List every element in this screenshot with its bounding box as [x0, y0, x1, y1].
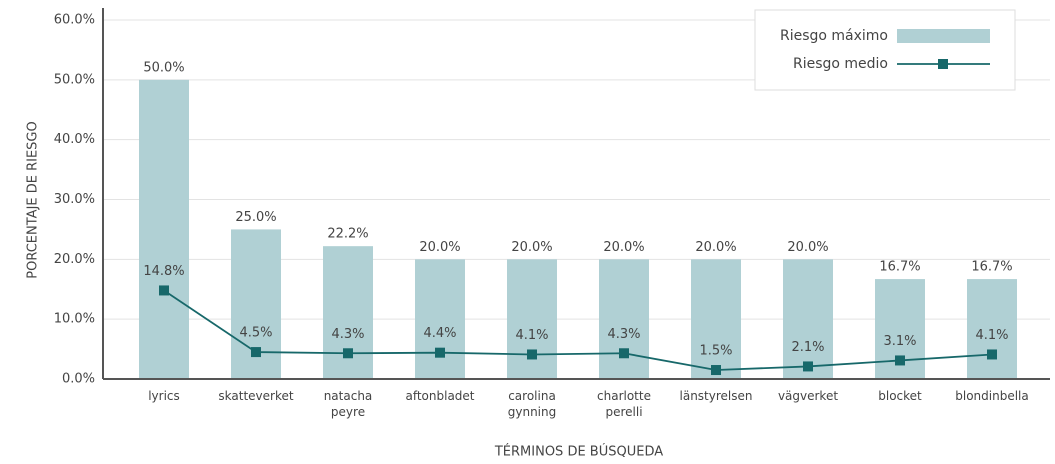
- line-marker: [895, 355, 905, 366]
- bar: [139, 79, 189, 379]
- bar: [783, 259, 833, 379]
- bar: [507, 259, 557, 379]
- line-value-label: 1.5%: [699, 344, 732, 359]
- line-value-label: 4.3%: [607, 327, 640, 342]
- bar-value-label: 16.7%: [971, 260, 1012, 275]
- line: [163, 289, 993, 371]
- bar-value-label: 20.0%: [511, 240, 552, 255]
- y-tick-label: 50.0%: [54, 72, 95, 87]
- line-value-label: 4.5%: [239, 326, 272, 341]
- bar: [691, 259, 741, 379]
- x-axis-label: TÉRMINOS DE BÚSQUEDA: [494, 444, 663, 460]
- y-tick-label: 10.0%: [54, 312, 95, 327]
- line-value-label: 2.1%: [791, 340, 824, 355]
- line-marker: [527, 349, 537, 360]
- bar: [599, 259, 649, 379]
- x-tick-label: natacha peyre: [323, 389, 373, 419]
- bar-value-label: 25.0%: [235, 210, 276, 225]
- legend-swatch: [897, 29, 990, 43]
- bar-value-label: 22.2%: [327, 227, 368, 242]
- bar-value-label: 20.0%: [695, 240, 736, 255]
- x-tick-label: blondinbella: [955, 389, 1029, 403]
- x-tick-label: skatteverket: [218, 389, 294, 403]
- line-value-label: 3.1%: [883, 334, 916, 349]
- bar-value-label: 20.0%: [787, 240, 828, 255]
- legend-marker: [938, 59, 948, 69]
- bar-value-label: 50.0%: [143, 60, 184, 75]
- legend-label: Riesgo medio: [793, 56, 888, 72]
- line-value-label: 4.3%: [331, 327, 364, 342]
- legend-box: [754, 9, 1016, 91]
- y-tick-label: 20.0%: [54, 252, 95, 267]
- y-tick-label: 40.0%: [54, 132, 95, 147]
- bar-value-label: 16.7%: [879, 260, 920, 275]
- y-tick-label: 60.0%: [54, 13, 95, 28]
- x-tick-label: aftonbladet: [405, 389, 475, 403]
- bar-value-label: 20.0%: [419, 240, 460, 255]
- x-tick-label: vägverket: [777, 389, 839, 403]
- bar-value-label: 20.0%: [603, 240, 644, 255]
- y-tick-label: 30.0%: [54, 192, 95, 207]
- legend-label: Riesgo máximo: [780, 28, 888, 44]
- x-tick-label: blocket: [878, 389, 922, 403]
- line-value-label: 4.1%: [515, 328, 548, 343]
- line-marker: [159, 285, 169, 296]
- line-marker: [803, 361, 813, 372]
- line-value-label: 4.1%: [975, 328, 1008, 343]
- y-axis-label: PORCENTAJE DE RIESGO: [26, 121, 41, 278]
- bar: [967, 279, 1017, 379]
- line-marker: [251, 347, 261, 358]
- y-tick-label: 0.0%: [62, 372, 95, 387]
- bar: [323, 246, 373, 379]
- line-marker: [435, 347, 445, 358]
- line-marker: [987, 349, 997, 360]
- bar: [415, 259, 465, 379]
- x-tick-label: charlotte perelli: [597, 389, 651, 419]
- line-marker: [619, 348, 629, 359]
- line-marker: [343, 348, 353, 359]
- line-marker: [711, 365, 721, 376]
- x-tick-label: lyrics: [148, 389, 180, 403]
- x-tick-label: carolina gynning: [507, 389, 557, 419]
- line-value-label: 14.8%: [143, 264, 184, 279]
- line-value-label: 4.4%: [423, 326, 456, 341]
- x-tick-label: länstyrelsen: [679, 389, 753, 403]
